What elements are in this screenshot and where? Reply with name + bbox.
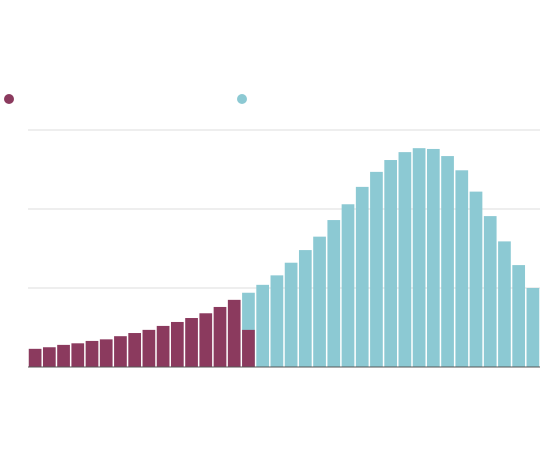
bar bbox=[355, 186, 369, 367]
legend-marker bbox=[4, 94, 14, 104]
bar bbox=[441, 156, 454, 367]
bar bbox=[99, 339, 113, 367]
bar bbox=[57, 344, 70, 367]
bar bbox=[313, 236, 326, 367]
bar bbox=[170, 321, 184, 367]
bar bbox=[199, 313, 213, 367]
bar bbox=[142, 329, 156, 367]
bar bbox=[85, 340, 99, 367]
bar bbox=[526, 288, 540, 367]
bar bbox=[227, 299, 241, 367]
bar bbox=[341, 204, 355, 367]
bar bbox=[185, 318, 198, 367]
bar bbox=[298, 250, 312, 367]
bar bbox=[128, 333, 142, 367]
bar bbox=[455, 170, 469, 367]
bar bbox=[71, 343, 85, 367]
bar bbox=[469, 191, 483, 367]
bar bbox=[398, 152, 412, 367]
bar bbox=[242, 329, 255, 367]
bar bbox=[370, 171, 383, 367]
bar bbox=[498, 241, 511, 367]
bar bbox=[156, 325, 170, 367]
bar bbox=[384, 160, 398, 367]
bar bbox=[42, 347, 56, 367]
bar bbox=[512, 265, 526, 367]
bar bbox=[270, 275, 284, 367]
bar bbox=[213, 306, 227, 367]
bar bbox=[426, 148, 440, 367]
bar bbox=[412, 148, 426, 367]
bar bbox=[483, 216, 497, 367]
bar bbox=[284, 262, 298, 367]
bar bbox=[28, 348, 42, 367]
bar bbox=[327, 220, 341, 367]
bar bbox=[256, 284, 270, 367]
bar bbox=[114, 336, 127, 367]
legend-marker bbox=[237, 94, 247, 104]
